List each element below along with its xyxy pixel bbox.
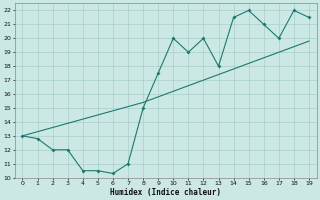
X-axis label: Humidex (Indice chaleur): Humidex (Indice chaleur) bbox=[110, 188, 221, 197]
